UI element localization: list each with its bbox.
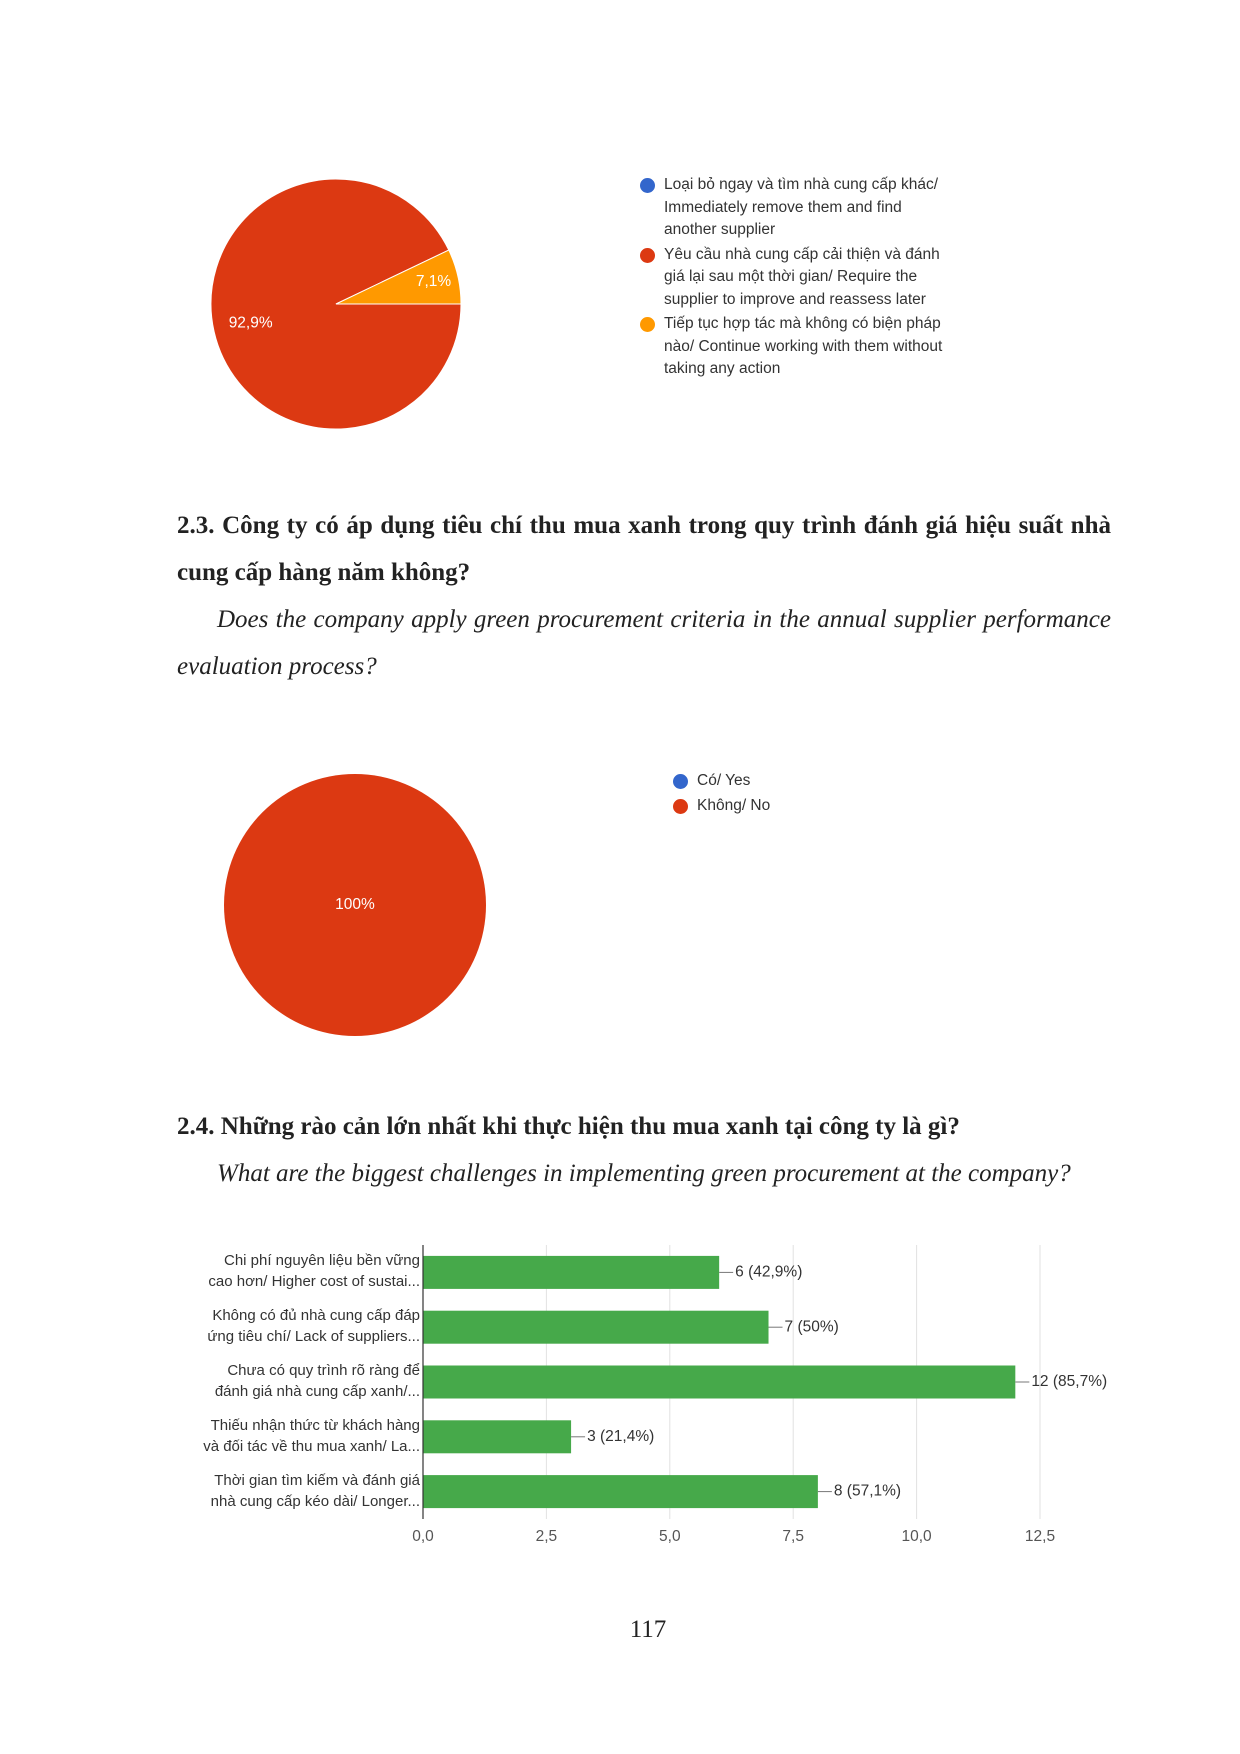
value-label: 7 (50%) (785, 1318, 839, 1335)
x-tick-label: 5,0 (659, 1528, 681, 1545)
pie-slice (224, 774, 486, 1036)
legend-label: Không/ No (697, 796, 771, 814)
legend-label: Loại bỏ ngay và tìm nhà cung cấp khác/ I… (664, 176, 939, 238)
legend-item: Yêu cầu nhà cung cấp cải thiện và đánh g… (640, 244, 950, 312)
legend: Loại bỏ ngay và tìm nhà cung cấp khác/ I… (640, 174, 950, 383)
legend-label: Yêu cầu nhà cung cấp cải thiện và đánh g… (664, 245, 940, 308)
value-label: 8 (57,1%) (834, 1483, 901, 1500)
slice-label: 100% (335, 896, 375, 913)
legend-item: Loại bỏ ngay và tìm nhà cung cấp khác/ I… (640, 174, 950, 242)
legend-swatch (673, 774, 688, 789)
pie-slice (210, 178, 462, 430)
bar (423, 1255, 720, 1289)
legend-item: Tiếp tục hợp tác mà không có biện pháp n… (640, 313, 950, 381)
x-tick-label: 2,5 (536, 1528, 558, 1545)
legend-item: Không/ No (673, 795, 983, 818)
category-label: Chi phí nguyên liệu bền vững cao hơn/ Hi… (208, 1252, 420, 1291)
slice-label: 92,9% (229, 314, 273, 331)
legend-swatch (673, 798, 688, 814)
question-translation: What are the biggest challenges in imple… (217, 1160, 1071, 1187)
legend-label: Tiếp tục hợp tác mà không có biện pháp n… (664, 315, 943, 377)
legend-label: Có/ Yes (697, 772, 751, 789)
page-number: 117 (629, 1616, 667, 1643)
category-label: Thời gian tìm kiếm và đánh giá nhà cung … (210, 1471, 420, 1510)
slice-label: 7,1% (416, 273, 452, 290)
legend-item: Có/ Yes (673, 770, 983, 793)
x-tick-label: 12,5 (1025, 1528, 1055, 1545)
pie-slice (335, 249, 462, 305)
x-tick-label: 7,5 (782, 1528, 804, 1545)
x-tick-label: 10,0 (902, 1528, 933, 1545)
legend: Có/ Yes Không/ No (673, 770, 983, 819)
question: 2.4. Những rào cản lớn nhất khi thực hiệ… (177, 1103, 1111, 1197)
x-tick-label: 0,0 (412, 1528, 434, 1545)
bar (423, 1475, 818, 1509)
category-label: Chưa có quy trình rõ ràng để đánh giá nh… (214, 1362, 420, 1400)
category-label: Không có đủ nhà cung cấp đáp ứng tiêu ch… (207, 1307, 420, 1346)
bar (423, 1365, 1016, 1399)
value-label: 6 (42,9%) (735, 1263, 802, 1280)
category-label: Thiếu nhận thức từ khách hàng và đối tác… (203, 1416, 420, 1455)
question-heading: 2.4. Những rào cản lớn nhất khi thực hiệ… (177, 1113, 960, 1140)
legend-swatch (640, 178, 655, 193)
value-label: 12 (85,7%) (1031, 1373, 1107, 1390)
question: 2.3. Công ty có áp dụng tiêu chí thu mua… (177, 502, 1111, 690)
value-label: 3 (21,4%) (587, 1428, 654, 1445)
question-translation: Does the company apply green procurement… (177, 606, 1111, 680)
legend-swatch (640, 317, 655, 332)
legend-swatch (640, 247, 655, 263)
question-heading: 2.3. Công ty có áp dụng tiêu chí thu mua… (177, 512, 1111, 586)
bar (423, 1420, 572, 1454)
bar (423, 1310, 769, 1344)
